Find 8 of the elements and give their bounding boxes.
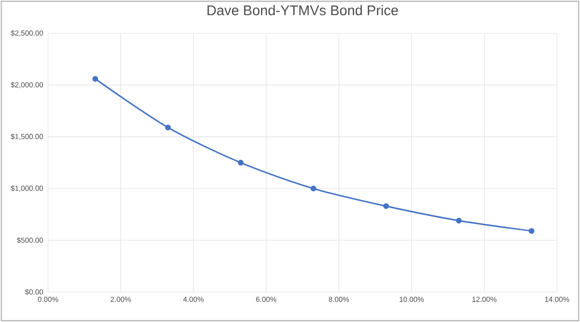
point bbox=[165, 124, 171, 130]
point bbox=[528, 228, 534, 234]
point bbox=[310, 186, 316, 192]
point bbox=[238, 160, 244, 166]
point bbox=[92, 76, 98, 82]
point bbox=[456, 218, 462, 224]
point bbox=[383, 203, 389, 209]
chart-title: Dave Bond-YTMVs Bond Price bbox=[208, 5, 398, 16]
